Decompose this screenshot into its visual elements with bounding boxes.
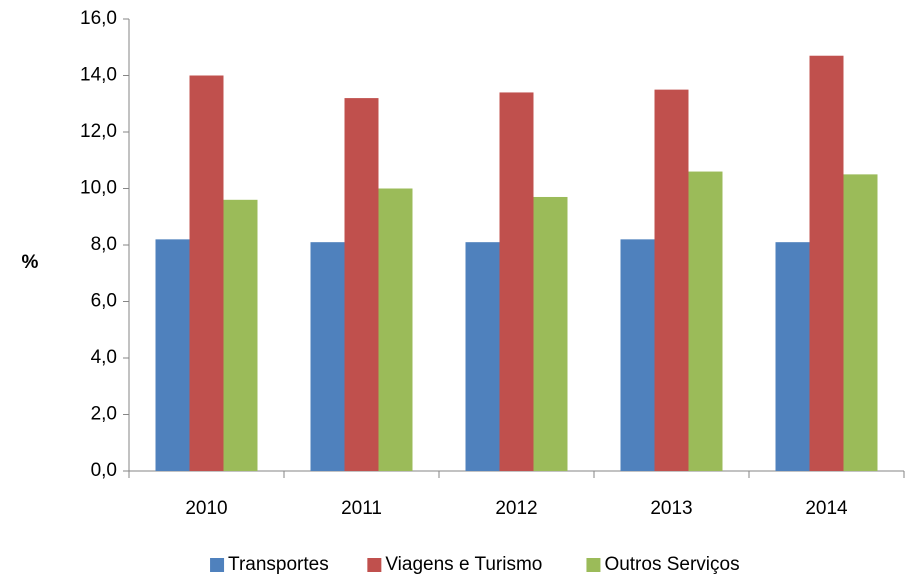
x-tick-label: 2014 — [805, 498, 848, 519]
bar — [688, 171, 723, 472]
y-tick-label: 8,0 — [91, 234, 117, 255]
bar — [775, 242, 810, 471]
x-tick-label: 2013 — [650, 498, 692, 519]
legend-swatch — [367, 558, 382, 572]
legend-label: Viagens e Turismo — [385, 554, 542, 575]
bar — [344, 98, 379, 471]
bar — [809, 55, 844, 471]
y-axis-label: % — [22, 252, 39, 273]
bar — [155, 239, 190, 471]
bar — [499, 92, 534, 471]
y-tick-label: 16,0 — [80, 8, 117, 29]
legend-label: Transportes — [228, 554, 329, 575]
y-tick-label: 14,0 — [80, 65, 117, 86]
y-tick-label: 0,0 — [91, 460, 117, 481]
legend-label: Outros Serviços — [604, 554, 739, 575]
bar — [189, 75, 224, 471]
legend-swatch — [586, 558, 601, 572]
y-tick-label: 2,0 — [91, 404, 117, 425]
bar — [533, 196, 568, 471]
bar — [620, 239, 655, 471]
y-tick-label: 4,0 — [91, 347, 117, 368]
x-tick-label: 2010 — [185, 498, 227, 519]
bar — [378, 188, 413, 471]
x-tick-label: 2012 — [495, 498, 537, 519]
bar — [654, 89, 689, 471]
bar — [465, 242, 500, 471]
bar — [843, 174, 878, 471]
y-tick-label: 12,0 — [80, 121, 117, 142]
y-tick-label: 10,0 — [80, 178, 117, 199]
bar — [310, 242, 345, 471]
legend-swatch — [210, 558, 225, 572]
y-tick-label: 6,0 — [91, 291, 117, 312]
x-tick-label: 2011 — [341, 498, 382, 519]
bar — [223, 199, 258, 472]
